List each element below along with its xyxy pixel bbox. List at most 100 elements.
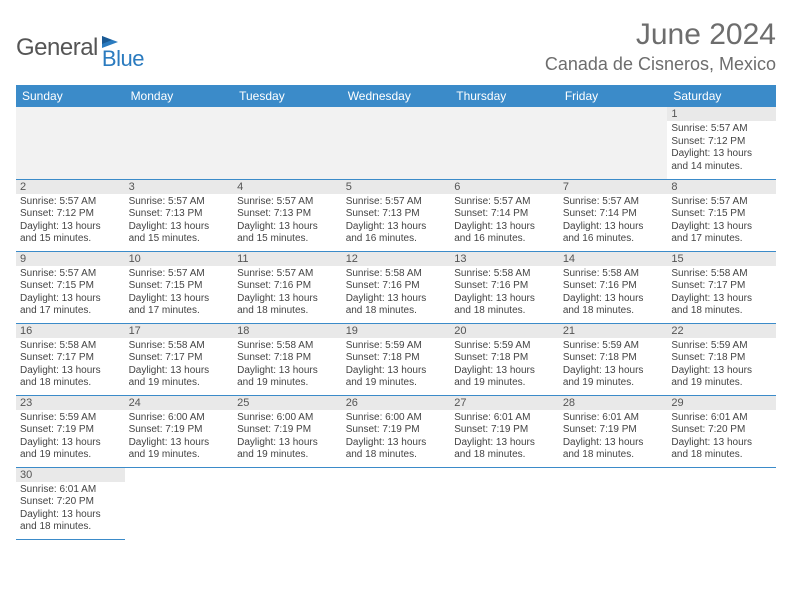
day-sunset: Sunset: 7:12 PM: [20, 208, 121, 221]
day-cell: 16Sunrise: 5:58 AMSunset: 7:17 PMDayligh…: [16, 323, 125, 395]
day-dl1: Daylight: 13 hours: [129, 365, 230, 378]
day-cell: 15Sunrise: 5:58 AMSunset: 7:17 PMDayligh…: [667, 251, 776, 323]
day-sunset: Sunset: 7:14 PM: [454, 208, 555, 221]
day-sunset: Sunset: 7:18 PM: [671, 352, 772, 365]
day-dl2: and 15 minutes.: [20, 233, 121, 246]
filler-cell: [667, 467, 776, 539]
day-cell: 14Sunrise: 5:58 AMSunset: 7:16 PMDayligh…: [559, 251, 668, 323]
weekday-header: Monday: [125, 85, 234, 107]
day-sunrise: Sunrise: 5:57 AM: [671, 123, 772, 136]
day-sunrise: Sunrise: 5:57 AM: [129, 196, 230, 209]
day-cell: 28 Sunrise: 6:01 AMSunset: 7:19 PMDayligh…: [559, 395, 668, 467]
day-sunrise: Sunrise: 5:57 AM: [671, 196, 772, 209]
day-sunrise: Sunrise: 5:57 AM: [129, 268, 230, 281]
day-cell: 23Sunrise: 5:59 AMSunset: 7:19 PMDayligh…: [16, 395, 125, 467]
day-dl2: and 18 minutes.: [20, 377, 121, 390]
day-number: 10: [125, 252, 234, 266]
empty-cell: [125, 107, 234, 179]
day-dl2: and 19 minutes.: [129, 449, 230, 462]
day-sunrise: Sunrise: 5:59 AM: [20, 412, 121, 425]
day-dl2: and 16 minutes.: [454, 233, 555, 246]
day-dl1: Daylight: 13 hours: [237, 365, 338, 378]
day-number: 28: [559, 396, 668, 410]
day-sunrise: Sunrise: 5:58 AM: [237, 340, 338, 353]
day-cell: 18Sunrise: 5:58 AMSunset: 7:18 PMDayligh…: [233, 323, 342, 395]
day-cell: 24Sunrise: 6:00 AMSunset: 7:19 PMDayligh…: [125, 395, 234, 467]
day-dl2: and 19 minutes.: [346, 377, 447, 390]
day-dl1: Daylight: 13 hours: [237, 293, 338, 306]
day-cell: 20Sunrise: 5:59 AMSunset: 7:18 PMDayligh…: [450, 323, 559, 395]
day-dl1: Daylight: 13 hours: [454, 293, 555, 306]
day-dl1: Daylight: 13 hours: [563, 437, 664, 450]
day-cell: 10Sunrise: 5:57 AMSunset: 7:15 PMDayligh…: [125, 251, 234, 323]
day-sunrise: Sunrise: 5:57 AM: [563, 196, 664, 209]
day-cell: 19Sunrise: 5:59 AMSunset: 7:18 PMDayligh…: [342, 323, 451, 395]
day-sunset: Sunset: 7:18 PM: [563, 352, 664, 365]
weekday-header: Sunday: [16, 85, 125, 107]
day-sunrise: Sunrise: 5:59 AM: [563, 340, 664, 353]
day-dl1: Daylight: 13 hours: [454, 437, 555, 450]
day-number: 25: [233, 396, 342, 410]
day-number: 12: [342, 252, 451, 266]
day-number: 24: [125, 396, 234, 410]
day-sunrise: Sunrise: 5:57 AM: [20, 196, 121, 209]
day-number: 1: [667, 107, 776, 121]
day-sunrise: Sunrise: 6:01 AM: [563, 412, 664, 425]
day-sunset: Sunset: 7:16 PM: [563, 280, 664, 293]
day-number: 9: [16, 252, 125, 266]
day-sunset: Sunset: 7:18 PM: [346, 352, 447, 365]
day-dl1: Daylight: 13 hours: [20, 221, 121, 234]
day-dl1: Daylight: 13 hours: [129, 293, 230, 306]
day-cell: 17Sunrise: 5:58 AMSunset: 7:17 PMDayligh…: [125, 323, 234, 395]
weekday-header: Tuesday: [233, 85, 342, 107]
day-sunset: Sunset: 7:12 PM: [671, 136, 772, 149]
weekday-header: Friday: [559, 85, 668, 107]
day-sunrise: Sunrise: 5:57 AM: [237, 196, 338, 209]
day-sunrise: Sunrise: 5:57 AM: [237, 268, 338, 281]
empty-cell: [16, 107, 125, 179]
day-dl1: Daylight: 13 hours: [671, 148, 772, 161]
day-cell: 8Sunrise: 5:57 AMSunset: 7:15 PMDaylight…: [667, 179, 776, 251]
empty-cell: [559, 107, 668, 179]
day-dl2: and 17 minutes.: [129, 305, 230, 318]
filler-cell: [450, 467, 559, 539]
day-cell: 13Sunrise: 5:58 AMSunset: 7:16 PMDayligh…: [450, 251, 559, 323]
title-block: June 2024 Canada de Cisneros, Mexico: [545, 18, 776, 75]
day-sunset: Sunset: 7:19 PM: [237, 424, 338, 437]
day-sunrise: Sunrise: 5:58 AM: [563, 268, 664, 281]
day-dl2: and 19 minutes.: [20, 449, 121, 462]
day-dl1: Daylight: 13 hours: [129, 221, 230, 234]
day-number: 21: [559, 324, 668, 338]
day-sunrise: Sunrise: 5:57 AM: [20, 268, 121, 281]
day-cell: 21Sunrise: 5:59 AMSunset: 7:18 PMDayligh…: [559, 323, 668, 395]
day-sunrise: Sunrise: 5:59 AM: [671, 340, 772, 353]
day-number: 4: [233, 180, 342, 194]
day-cell: 26Sunrise: 6:00 AMSunset: 7:19 PMDayligh…: [342, 395, 451, 467]
day-cell: 27Sunrise: 6:01 AMSunset: 7:19 PMDayligh…: [450, 395, 559, 467]
day-sunset: Sunset: 7:15 PM: [20, 280, 121, 293]
day-number: 6: [450, 180, 559, 194]
day-dl1: Daylight: 13 hours: [454, 365, 555, 378]
day-cell: 11Sunrise: 5:57 AMSunset: 7:16 PMDayligh…: [233, 251, 342, 323]
day-sunrise: Sunrise: 5:59 AM: [346, 340, 447, 353]
calendar-body: 1Sunrise: 5:57 AMSunset: 7:12 PMDaylight…: [16, 107, 776, 539]
day-sunrise: Sunrise: 5:58 AM: [129, 340, 230, 353]
weekday-header: Wednesday: [342, 85, 451, 107]
day-sunset: Sunset: 7:17 PM: [671, 280, 772, 293]
day-sunset: Sunset: 7:17 PM: [129, 352, 230, 365]
day-cell: 6Sunrise: 5:57 AMSunset: 7:14 PMDaylight…: [450, 179, 559, 251]
day-dl2: and 18 minutes.: [454, 449, 555, 462]
day-sunset: Sunset: 7:20 PM: [671, 424, 772, 437]
day-cell: 1 Sunrise: 5:57 AMSunset: 7:12 PMDaylight…: [667, 107, 776, 179]
day-dl2: and 18 minutes.: [671, 305, 772, 318]
empty-cell: [342, 107, 451, 179]
day-cell: 29Sunrise: 6:01 AMSunset: 7:20 PMDayligh…: [667, 395, 776, 467]
day-sunset: Sunset: 7:19 PM: [563, 424, 664, 437]
day-sunrise: Sunrise: 5:58 AM: [454, 268, 555, 281]
day-sunrise: Sunrise: 5:57 AM: [346, 196, 447, 209]
day-number: 26: [342, 396, 451, 410]
day-cell: 2Sunrise: 5:57 AMSunset: 7:12 PMDaylight…: [16, 179, 125, 251]
day-dl2: and 18 minutes.: [454, 305, 555, 318]
calendar-row: 2Sunrise: 5:57 AMSunset: 7:12 PMDaylight…: [16, 179, 776, 251]
day-cell: 3Sunrise: 5:57 AMSunset: 7:13 PMDaylight…: [125, 179, 234, 251]
